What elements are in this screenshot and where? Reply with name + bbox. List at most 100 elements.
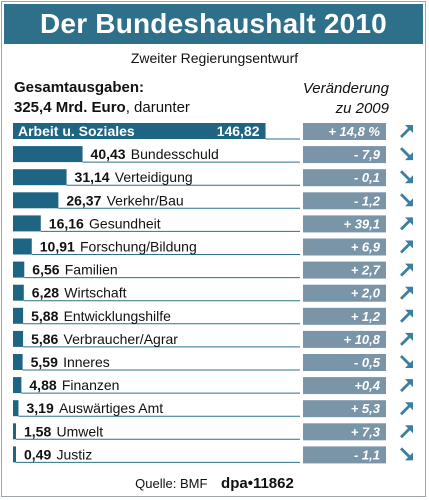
change-label-umwelt: + 7,3: [351, 424, 381, 439]
total-label: Gesamtausgaben:: [14, 79, 145, 96]
change-label-entwicklungshilfe: + 1,2: [351, 309, 381, 324]
category-label-familien: Familien: [65, 262, 118, 278]
change-box-verkehr-bau: [303, 192, 386, 210]
bar-verteidigung: [13, 169, 67, 186]
change-header-line1: Veränderung: [302, 80, 389, 97]
category-label-forschung-bildung: Forschung/Bildung: [80, 239, 197, 255]
value-label-forschung-bildung: 10,91: [40, 239, 75, 255]
category-label-bundesschuld: Bundesschuld: [131, 146, 219, 162]
change-box-arbeit-u-soziales: [303, 123, 386, 140]
value-label-ausw-rtiges-amt: 3,19: [26, 400, 53, 416]
change-box-forschung-bildung: [303, 238, 386, 256]
total-suffix: , darunter: [125, 99, 190, 116]
source-label: Quelle: BMF: [135, 476, 208, 491]
change-box-gesundheit: [303, 215, 386, 233]
value-label-finanzen: 4,88: [29, 377, 56, 393]
change-box-entwicklungshilfe: [303, 307, 386, 325]
bar-verbraucher-agrar: [13, 330, 24, 347]
value-label-umwelt: 1,58: [24, 423, 51, 439]
arrow-up-icon-gesundheit: [400, 217, 413, 231]
value-label-bundesschuld: 40,43: [91, 146, 126, 162]
category-label-umwelt: Umwelt: [56, 423, 103, 439]
change-box-wirtschaft: [303, 284, 386, 302]
chart-title: Der Bundeshaushalt 2010: [40, 8, 387, 39]
change-label-inneres: - 0,5: [354, 355, 381, 370]
bar-inneres: [13, 354, 23, 370]
arrow-up-icon-arbeit-u-soziales: [400, 125, 413, 138]
arrow-down-icon-inneres: [400, 355, 413, 368]
value-label-justiz: 0,49: [24, 446, 51, 462]
arrow-up-icon-familien: [400, 263, 413, 277]
change-label-arbeit-u-soziales: + 14,8 %: [328, 124, 380, 139]
bar-entwicklungshilfe: [13, 307, 24, 324]
arrow-down-icon-verkehr-bau: [400, 193, 413, 207]
arrow-down-icon-justiz: [400, 447, 413, 461]
category-label-verteidigung: Verteidigung: [115, 169, 193, 185]
chart-subtitle: Zweiter Regierungsentwurf: [130, 50, 299, 66]
credit-label: dpa•11862: [221, 475, 294, 492]
change-box-verteidigung: [303, 169, 386, 187]
bar-finanzen: [13, 377, 22, 394]
arrow-up-icon-finanzen: [400, 379, 413, 393]
bar-umwelt: [13, 423, 16, 440]
change-label-familien: + 2,7: [351, 263, 381, 278]
bar-forschung-bildung: [13, 238, 32, 255]
value-label-entwicklungshilfe: 5,88: [31, 308, 58, 324]
category-label-wirtschaft: Wirtschaft: [64, 285, 126, 301]
category-label-gesundheit: Gesundheit: [89, 215, 161, 231]
change-label-verkehr-bau: - 1,2: [354, 193, 381, 208]
bar-ausw-rtiges-amt: [13, 400, 19, 417]
value-label-verteidigung: 31,14: [75, 169, 110, 185]
value-label-wirtschaft: 6,28: [32, 285, 59, 301]
change-label-bundesschuld: - 7,9: [354, 147, 381, 162]
bar-familien: [13, 261, 25, 278]
value-label-gesundheit: 16,16: [49, 215, 84, 231]
arrow-up-icon-wirtschaft: [400, 286, 413, 300]
bar-arbeit-u-soziales: [13, 123, 266, 139]
category-label-inneres: Inneres: [63, 354, 110, 370]
arrow-up-icon-verbraucher-agrar: [400, 332, 413, 346]
change-label-finanzen: +0,4: [354, 378, 380, 393]
arrow-up-icon-entwicklungshilfe: [400, 309, 413, 323]
value-label-arbeit-u-soziales: 146,82: [217, 123, 260, 139]
total-value: 325,4 Mrd. Euro: [14, 99, 126, 116]
bar-justiz: [13, 446, 16, 463]
category-label-ausw-rtiges-amt: Auswärtiges Amt: [59, 400, 163, 416]
bar-wirtschaft: [13, 284, 24, 301]
category-label-verbraucher-agrar: Verbraucher/Agrar: [64, 331, 179, 347]
change-label-verteidigung: - 0,1: [354, 170, 380, 185]
change-box-ausw-rtiges-amt: [303, 400, 386, 418]
change-label-ausw-rtiges-amt: + 5,3: [351, 401, 381, 416]
change-box-justiz: [303, 446, 386, 464]
bar-verkehr-bau: [13, 192, 59, 209]
change-label-gesundheit: + 39,1: [343, 216, 380, 231]
bar-bundesschuld: [13, 146, 83, 163]
change-label-verbraucher-agrar: + 10,8: [343, 332, 380, 347]
arrow-up-icon-umwelt: [400, 425, 413, 439]
category-label-entwicklungshilfe: Entwicklungshilfe: [64, 308, 172, 324]
value-label-verbraucher-agrar: 5,86: [31, 331, 58, 347]
bar-gesundheit: [13, 215, 41, 232]
arrow-down-icon-verteidigung: [400, 170, 413, 184]
arrow-up-icon-ausw-rtiges-amt: [400, 402, 413, 416]
change-label-forschung-bildung: + 6,9: [351, 240, 381, 255]
category-label-verkehr-bau: Verkehr/Bau: [107, 192, 184, 208]
change-box-verbraucher-agrar: [303, 330, 386, 348]
category-label-arbeit-u-soziales: Arbeit u. Soziales: [18, 123, 135, 139]
change-label-wirtschaft: + 2,0: [351, 286, 381, 301]
change-header-line2: zu 2009: [335, 100, 389, 117]
category-label-finanzen: Finanzen: [62, 377, 120, 393]
value-label-familien: 6,56: [32, 262, 59, 278]
change-box-familien: [303, 261, 386, 279]
arrow-down-icon-bundesschuld: [400, 147, 413, 161]
change-box-umwelt: [303, 423, 386, 441]
source-line: Quelle: BMF dpa•11862: [0, 475, 429, 492]
title-bar: Der Bundeshaushalt 2010: [4, 4, 423, 44]
value-label-inneres: 5,59: [31, 354, 58, 370]
arrow-up-icon-forschung-bildung: [400, 240, 413, 254]
change-box-inneres: [303, 354, 386, 371]
category-label-justiz: Justiz: [56, 446, 92, 462]
change-header: Veränderung zu 2009: [303, 79, 389, 119]
total-value-line: 325,4 Mrd. Euro, darunter: [14, 99, 190, 116]
